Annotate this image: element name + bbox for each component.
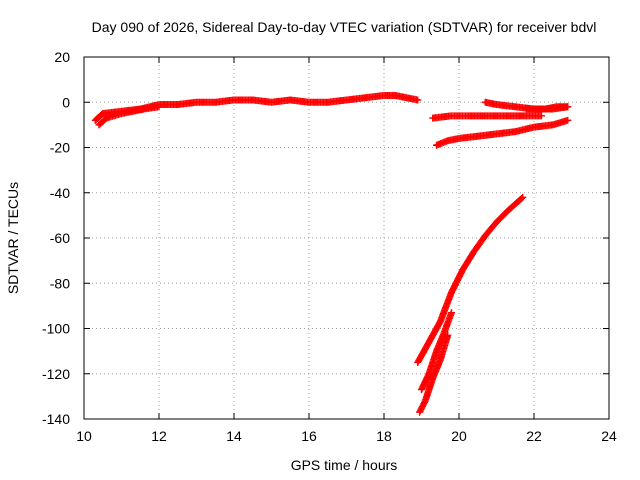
series-6 (414, 193, 527, 366)
series-7 (418, 309, 455, 394)
x-tick-label: 22 (526, 428, 542, 444)
y-tick-label: 0 (62, 94, 70, 110)
x-tick-label: 18 (376, 428, 392, 444)
data-point (538, 112, 545, 120)
x-axis-ticks: 10 12 14 16 18 20 22 24 (76, 57, 617, 444)
series-5 (433, 116, 572, 149)
series-1 (95, 103, 163, 129)
y-tick-label: -140 (42, 411, 70, 427)
data-point (444, 331, 452, 339)
y-tick-label: 20 (54, 49, 70, 65)
data-points (91, 91, 572, 416)
data-point (518, 194, 526, 202)
series-4 (523, 103, 572, 113)
series-8 (416, 331, 452, 416)
series-2 (429, 112, 545, 122)
data-point (519, 193, 527, 201)
x-tick-label: 20 (451, 428, 467, 444)
chart-title: Day 090 of 2026, Sidereal Day-to-day VTE… (92, 19, 597, 35)
y-tick-label: -40 (50, 185, 70, 201)
x-axis-label: GPS time / hours (291, 457, 398, 473)
data-point (564, 103, 572, 111)
y-tick-label: -120 (42, 366, 70, 382)
x-tick-label: 24 (601, 428, 617, 444)
data-point (564, 116, 572, 124)
y-axis-label: SDTVAR / TECUs (5, 182, 21, 294)
y-tick-label: -100 (42, 321, 70, 337)
y-tick-label: -20 (50, 140, 70, 156)
y-tick-label: -80 (50, 275, 70, 291)
data-point (448, 309, 455, 317)
x-tick-label: 16 (301, 428, 317, 444)
data-point (414, 96, 422, 104)
data-point (155, 103, 163, 111)
x-tick-label: 14 (226, 428, 242, 444)
y-axis-ticks: -140 -120 -100 -80 -60 -40 -20 0 20 (42, 49, 609, 427)
y-tick-label: -60 (50, 230, 70, 246)
x-tick-label: 12 (151, 428, 167, 444)
series-0 (91, 91, 422, 124)
x-tick-label: 10 (76, 428, 92, 444)
